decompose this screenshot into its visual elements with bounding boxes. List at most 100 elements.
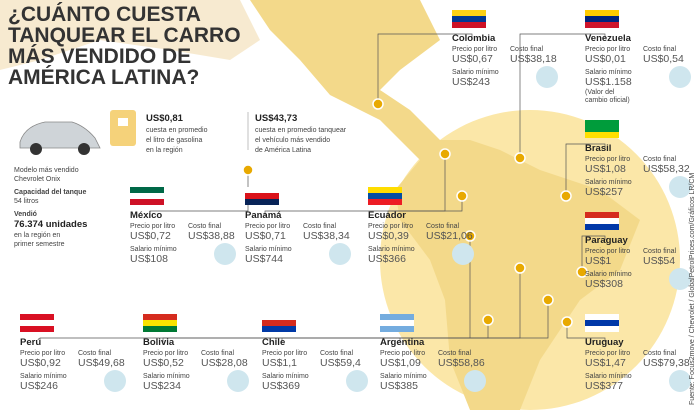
leader-line [565, 143, 606, 196]
flag-stripe [368, 199, 402, 205]
cost-value: US$49,68 [78, 357, 125, 369]
cost-label: Costo final [643, 350, 677, 357]
map-marker [514, 262, 526, 274]
cost-value: US$59,4 [320, 357, 361, 369]
map-marker [560, 190, 572, 202]
car-label: Capacidad del tanque [14, 189, 86, 196]
cost-value: US$28,08 [201, 357, 248, 369]
map-marker [482, 314, 494, 326]
flag-stripe [452, 10, 486, 16]
stat-text: cuesta en promedio tanquear [255, 127, 347, 134]
fuel-icon [110, 110, 136, 146]
cost-circle [452, 243, 474, 265]
leader-line [387, 196, 463, 215]
cost-circle [669, 268, 691, 290]
salary-value: US$257 [585, 186, 623, 198]
country-note: cambio oficial) [585, 97, 630, 104]
flag-stripe [585, 10, 619, 16]
flag-stripe [245, 187, 279, 193]
salary-label: Salario mínimo [452, 69, 499, 76]
flag-stripe [130, 199, 164, 205]
leader-line [281, 320, 489, 342]
cost-circle [346, 370, 368, 392]
flag-stripe [585, 132, 619, 138]
flag-stripe [585, 212, 619, 218]
stat-text: en la región [146, 147, 183, 154]
cost-circle [104, 370, 126, 392]
flag-stripe [585, 120, 619, 126]
cost-label: Costo final [78, 350, 112, 357]
salary-label: Salario mínimo [380, 373, 427, 380]
cost-label: Costo final [643, 156, 677, 163]
flag-stripe [585, 320, 619, 326]
cost-circle [214, 243, 236, 265]
price-label: Precio por litro [452, 46, 497, 53]
car-value: Chevrolet Onix [14, 176, 61, 183]
price-value: US$1,47 [585, 357, 626, 369]
cost-value: US$79,38 [643, 357, 690, 369]
price-value: US$1,08 [585, 163, 626, 175]
leader-line [399, 300, 549, 342]
cost-circle [329, 243, 351, 265]
price-value: US$0,52 [143, 357, 184, 369]
cost-value: US$38,88 [188, 230, 235, 242]
country-name: Argentina [380, 337, 425, 348]
country-name: Ecuador [368, 210, 406, 221]
cost-label: Costo final [438, 350, 472, 357]
price-value: US$0,01 [585, 53, 626, 65]
cost-circle [669, 66, 691, 88]
car-note: primer semestre [14, 241, 65, 248]
cost-value: US$21,06 [426, 230, 473, 242]
leader-line [377, 33, 473, 104]
map-marker [372, 98, 384, 110]
flag-stripe [585, 126, 619, 132]
flag-stripe [143, 320, 177, 326]
title-line: ¿CUÁNTO CUESTA [8, 3, 201, 26]
price-value: US$0,72 [130, 230, 171, 242]
cost-value: US$38,34 [303, 230, 350, 242]
leader-line [566, 322, 606, 342]
flag-stripe [20, 314, 54, 320]
price-value: US$1 [585, 255, 611, 267]
salary-value: US$234 [143, 380, 181, 392]
flag-stripe [368, 193, 402, 199]
salary-value: US$369 [262, 380, 300, 392]
price-label: Precio por litro [585, 350, 630, 357]
map-marker [439, 148, 451, 160]
flag-stripe [20, 326, 54, 332]
country-name: Perú [20, 337, 41, 348]
price-label: Precio por litro [20, 350, 65, 357]
flag-stripe [143, 326, 177, 332]
price-label: Precio por litro [143, 350, 188, 357]
cost-label: Costo final [426, 223, 460, 230]
country-name: Panamá [245, 210, 282, 221]
salary-label: Salario mínimo [20, 373, 67, 380]
cost-circle [669, 176, 691, 198]
price-label: Precio por litro [130, 223, 175, 230]
salary-label: Salario mínimo [585, 271, 632, 278]
cost-value: US$58,32 [643, 163, 690, 175]
map-marker [464, 230, 476, 242]
cost-circle [669, 370, 691, 392]
map-land-north [0, 0, 260, 70]
country-name: Colombia [452, 33, 496, 44]
flag-stripe [380, 326, 414, 332]
map-marker [576, 266, 588, 278]
salary-value: US$377 [585, 380, 623, 392]
salary-value: US$108 [130, 253, 168, 265]
flag-stripe [20, 320, 54, 326]
salary-label: Salario mínimo [143, 373, 190, 380]
price-value: US$0,67 [452, 53, 493, 65]
car-label: Vendió [14, 211, 37, 218]
stat-value: US$0,81 [146, 113, 184, 124]
salary-label: Salario mínimo [585, 373, 632, 380]
cost-label: Costo final [201, 350, 235, 357]
source: Fuente: Focus2move / Chevrolet / GlobalP… [689, 173, 696, 405]
flag-stripe [585, 218, 619, 224]
country-name: Paraguay [585, 235, 628, 246]
car [19, 121, 101, 155]
price-value: US$1,1 [262, 357, 297, 369]
cost-value: US$0,54 [643, 53, 684, 65]
